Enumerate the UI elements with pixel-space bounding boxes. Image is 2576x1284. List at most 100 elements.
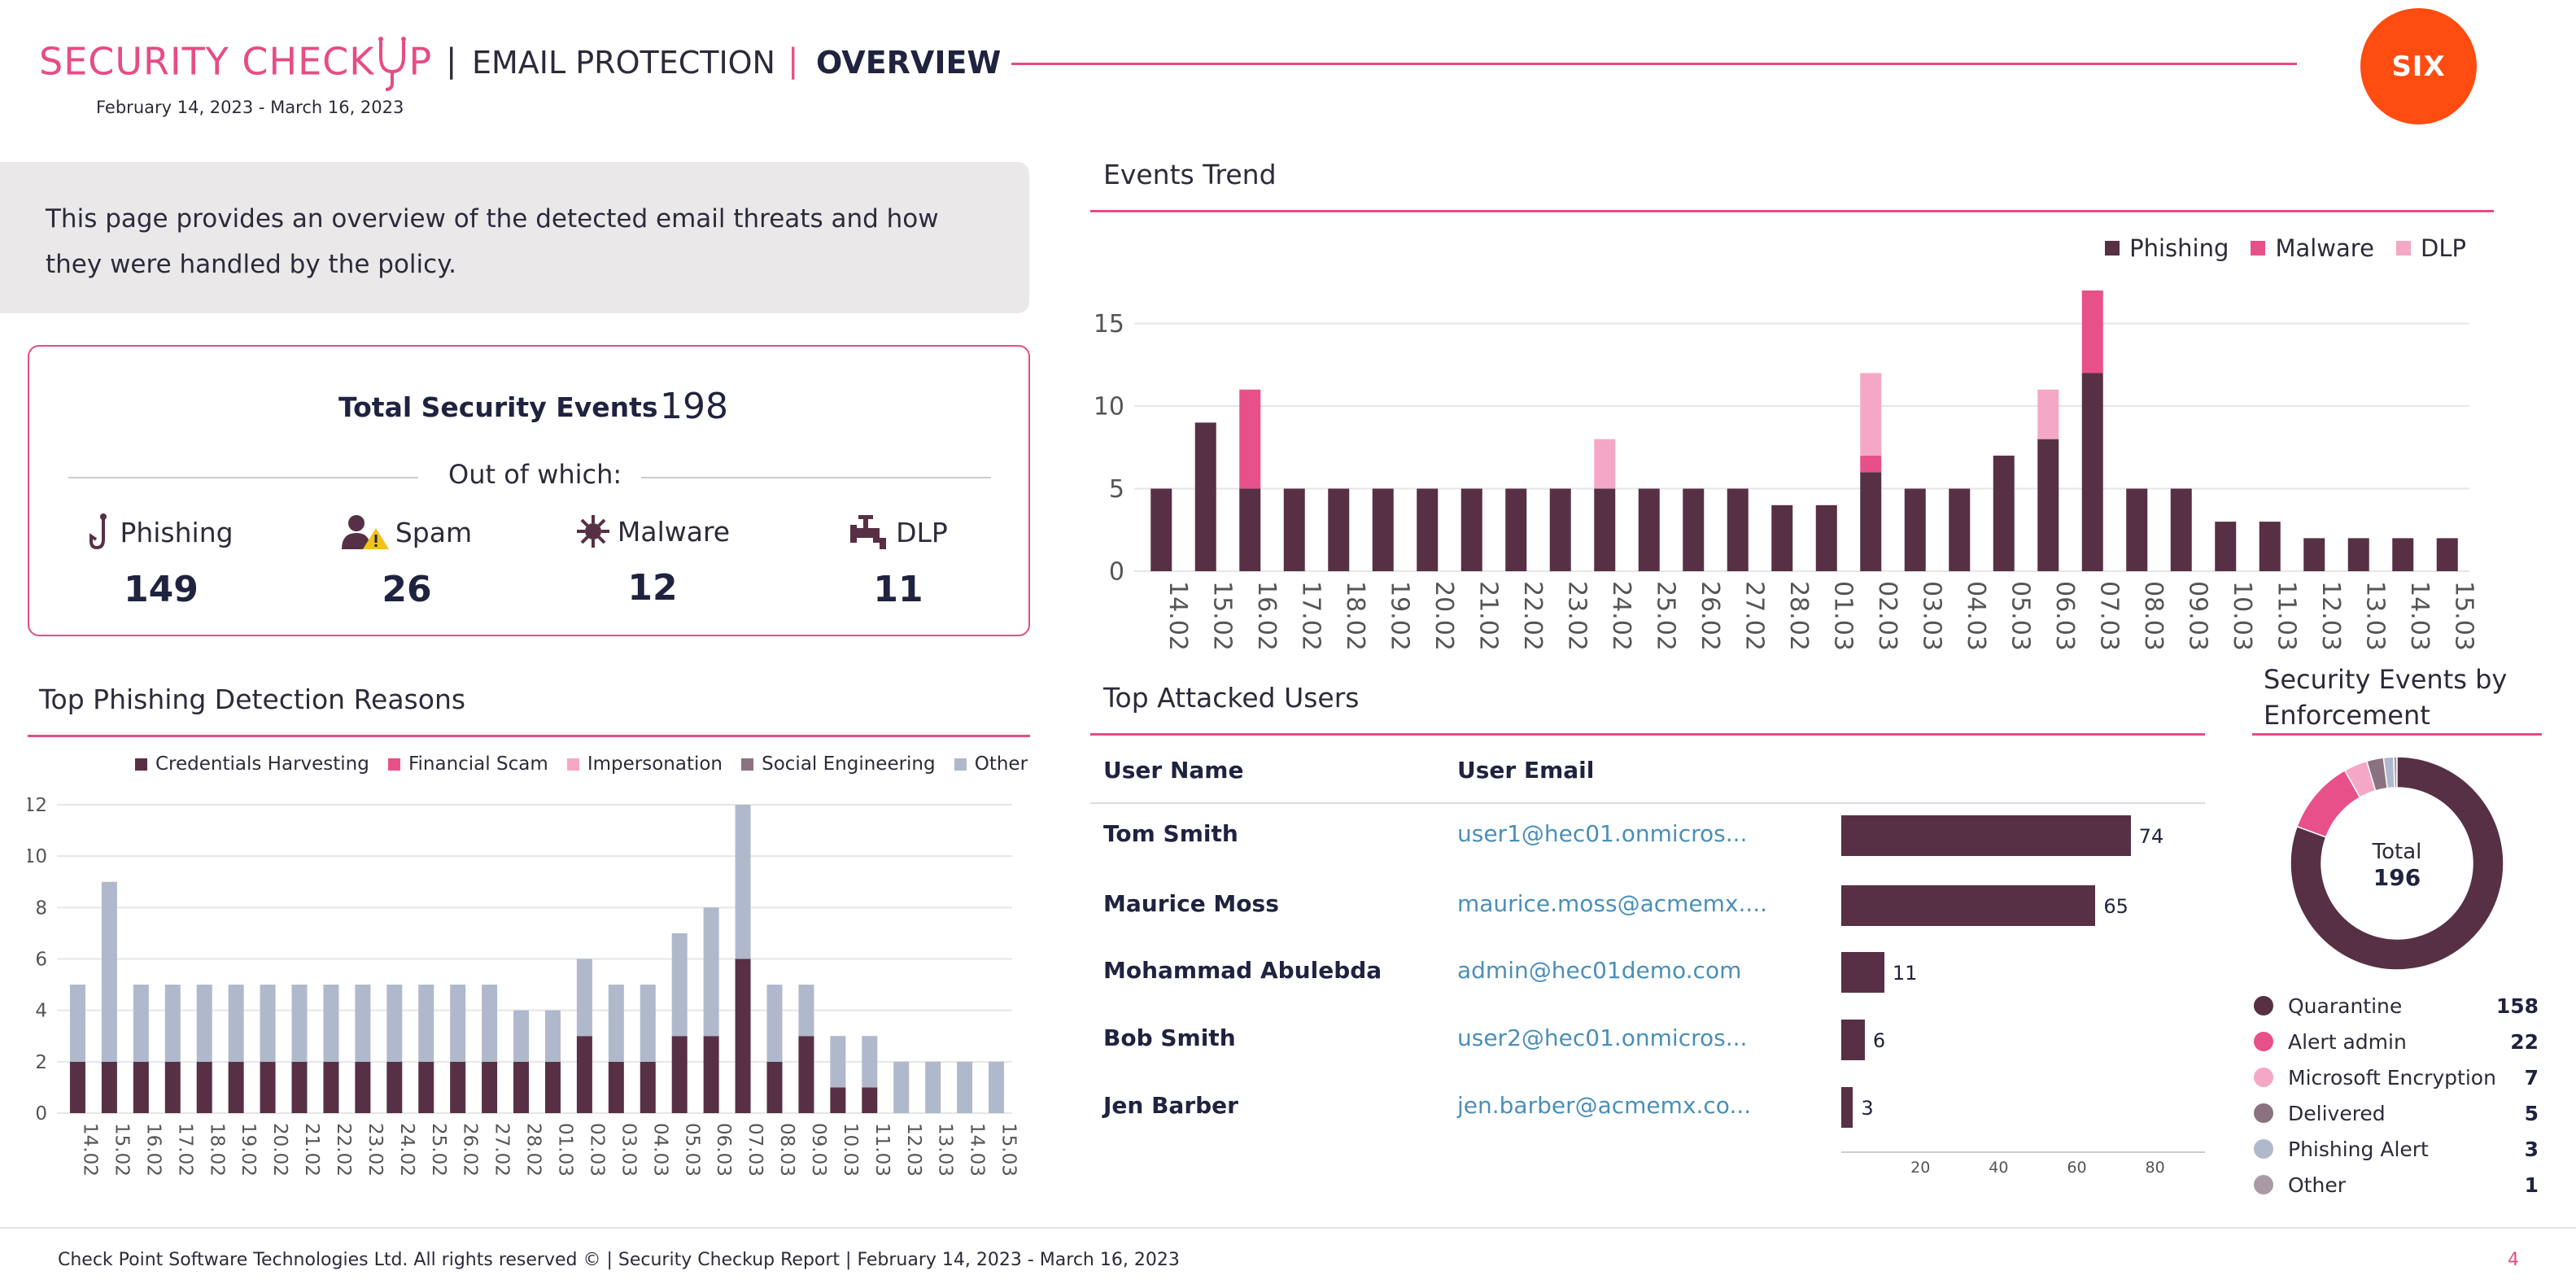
company-logo: SIX (2360, 8, 2477, 124)
bar-segment (1460, 488, 1482, 571)
axis-tick-label: 80 (2145, 1159, 2165, 1177)
x-tick-label: 16.02 (1252, 581, 1281, 651)
date-range: February 14, 2023 - March 16, 2023 (96, 98, 404, 117)
category-value: 11 (873, 569, 923, 610)
legend-label: Phishing (2129, 234, 2229, 262)
x-tick-label: 15.03 (998, 1123, 1019, 1177)
brand-text: SECURITY CHECK (39, 39, 375, 84)
bar-segment (323, 985, 339, 1062)
category-value: 12 (627, 567, 678, 609)
category-dlp: DLP 11 (776, 513, 1020, 610)
bar-segment (957, 1061, 973, 1113)
user-email-link[interactable]: user2@hec01.onmicros... (1457, 1024, 1748, 1051)
x-tick-label: 04.03 (1962, 581, 1990, 651)
x-tick-label: 25.02 (428, 1123, 449, 1177)
bar-segment (1860, 472, 1882, 571)
legend-dot (2254, 1032, 2273, 1051)
bar-segment (671, 1036, 688, 1113)
legend-item-dlp: DLP (2396, 234, 2466, 262)
bar-segment (1194, 422, 1216, 571)
legend-swatch (135, 758, 147, 771)
header-section: EMAIL PROTECTION (472, 45, 775, 81)
x-tick-label: 13.03 (2360, 581, 2389, 651)
bar-segment (2347, 538, 2369, 571)
bar-segment (418, 1061, 434, 1113)
x-tick-label: 26.02 (460, 1123, 481, 1177)
x-tick-label: 18.02 (1341, 581, 1369, 651)
bar-segment (735, 805, 751, 959)
x-tick-label: 22.02 (333, 1123, 354, 1177)
bar-segment (544, 1010, 561, 1062)
legend-dot (2254, 1103, 2273, 1123)
divider-left (68, 477, 418, 478)
bar-segment (640, 985, 656, 1062)
x-tick-label: 11.03 (2272, 581, 2300, 651)
events-trend-legend: Phishing Malware DLP (2087, 234, 2466, 262)
bar-segment (862, 1087, 878, 1113)
bar-segment (1683, 488, 1705, 571)
bar-segment (323, 1061, 339, 1113)
x-tick-label: 20.02 (1430, 581, 1458, 651)
enforcement-title-line2: Enforcement (2264, 700, 2430, 731)
y-tick-label: 15 (1094, 310, 1124, 338)
bar-segment (101, 1061, 117, 1113)
x-tick-label: 24.02 (396, 1123, 417, 1177)
x-tick-label: 03.03 (618, 1123, 639, 1177)
x-tick-label: 02.03 (586, 1123, 607, 1177)
x-tick-label: 01.03 (555, 1123, 576, 1177)
page-title: OVERVIEW (816, 45, 1002, 81)
y-tick-label: 2 (35, 1052, 47, 1073)
user-email-link[interactable]: maurice.moss@acmemx.... (1457, 890, 1768, 917)
x-tick-label: 06.03 (2050, 581, 2079, 651)
bar-segment (513, 1061, 530, 1113)
bar-segment (1638, 488, 1660, 571)
bar-segment (450, 1061, 466, 1113)
legend-item-phishing: Phishing (2105, 234, 2229, 262)
legend-dot (2254, 996, 2273, 1015)
legend-dot (2254, 1175, 2273, 1194)
y-tick-label: 0 (35, 1103, 47, 1125)
x-tick-label: 07.03 (744, 1123, 766, 1177)
bar-segment (291, 1061, 308, 1113)
category-spam: Spam 26 (285, 513, 529, 610)
column-header-user-email: User Email (1457, 757, 1595, 784)
legend-row: Delivered 5 (2254, 1095, 2539, 1131)
donut-slice (2296, 769, 2361, 838)
category-label: Phishing (120, 516, 234, 548)
bar-segment (576, 959, 592, 1037)
legend-swatch (2251, 241, 2266, 255)
summary-title: Total Security Events (338, 391, 658, 423)
y-tick-label: 6 (35, 950, 47, 971)
bar-segment (2170, 488, 2192, 571)
legend-item-other: Other (954, 753, 1028, 775)
x-tick-label: 17.02 (174, 1123, 195, 1177)
y-tick-label: 4 (35, 1001, 47, 1022)
user-name: Jen Barber (1103, 1092, 1238, 1119)
x-tick-label: 12.03 (2316, 581, 2345, 651)
x-tick-label: 12.03 (903, 1123, 924, 1177)
user-name: Maurice Moss (1103, 890, 1279, 917)
bar-segment (2392, 538, 2414, 571)
user-email-link[interactable]: user1@hec01.onmicros... (1457, 820, 1748, 847)
x-tick-label: 19.02 (238, 1123, 259, 1177)
bar-segment (101, 881, 117, 1062)
legend-value: 5 (2524, 1101, 2539, 1125)
donut-center-label: Total (2372, 840, 2422, 864)
legend-item-financial: Financial Scam (387, 753, 548, 775)
bar-segment (133, 985, 149, 1062)
bar-segment (228, 985, 244, 1062)
legend-value: 158 (2495, 994, 2539, 1018)
bar-segment (260, 1061, 276, 1113)
bar-segment (482, 985, 498, 1062)
user-count-value: 74 (2138, 825, 2164, 848)
x-tick-label: 05.03 (2006, 581, 2034, 651)
x-tick-label: 04.03 (649, 1123, 670, 1177)
user-email-link[interactable]: jen.barber@acmemx.co... (1457, 1092, 1752, 1119)
footer-text: Check Point Software Technologies Ltd. A… (58, 1250, 1180, 1270)
x-tick-label: 25.02 (1651, 581, 1679, 651)
x-tick-label: 02.03 (1873, 581, 1901, 651)
legend-label: Quarantine (2288, 994, 2403, 1018)
user-count-bar (1841, 815, 2131, 856)
legend-row: Quarantine 158 (2254, 988, 2539, 1024)
user-email-link[interactable]: admin@hec01demo.com (1457, 957, 1742, 984)
